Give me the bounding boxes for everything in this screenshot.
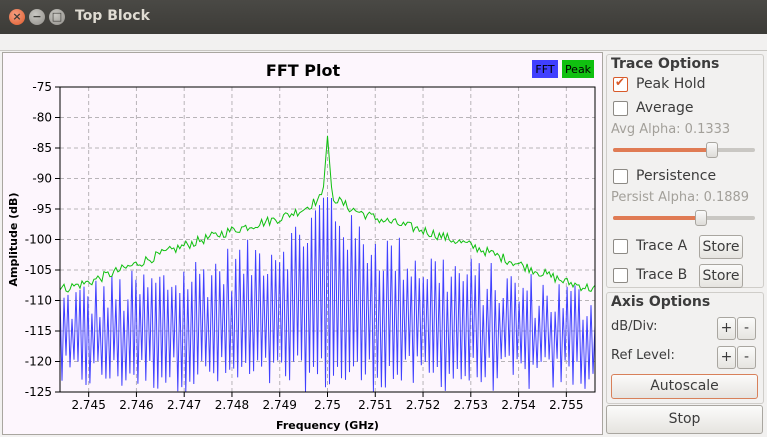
legend-fft-swatch [532,60,558,78]
persist-alpha-slider[interactable] [613,210,755,226]
average-checkbox[interactable]: Average [613,100,694,116]
y-tick-label: -110 [25,294,52,308]
minimize-icon[interactable]: − [29,9,45,25]
maximize-icon[interactable]: □ [49,9,65,25]
avg-alpha-label: Avg Alpha: 0.1333 [611,122,731,137]
store-trace-b-button[interactable]: Store [699,264,743,288]
x-tick-label: 2.745 [71,398,105,412]
persist-alpha-label: Persist Alpha: 0.1889 [611,190,750,205]
x-tick-label: 2.749 [263,398,297,412]
legend-peak-swatch [562,60,594,78]
slider-handle[interactable] [695,210,708,226]
y-tick-label: -100 [25,233,52,247]
ref-level-plus-button[interactable]: + [717,346,736,369]
autoscale-button[interactable]: Autoscale [611,374,758,399]
y-tick-label: -90 [32,172,52,186]
checkbox-icon[interactable] [613,267,628,283]
y-tick-label: -95 [32,202,52,216]
slider-handle[interactable] [706,142,719,158]
peak-hold-label: Peak Hold [636,76,706,92]
y-tick-label: -115 [25,324,52,338]
x-tick-label: 2.752 [406,398,440,412]
y-axis-label: Amplitude (dB) [7,193,20,287]
checkbox-icon[interactable] [613,168,628,184]
menu-bar [0,34,767,51]
window-title: Top Block [75,8,150,24]
y-tick-label: -75 [32,80,52,94]
persistence-checkbox[interactable]: Persistence [613,168,716,184]
x-tick-label: 2.747 [167,398,201,412]
trace-a-label: Trace A [636,238,688,254]
y-tick-label: -85 [32,141,52,155]
fft-plot[interactable]: FFT Plot FFT Peak 2.745 2.746 2.747 2.748 2.… [3,53,602,434]
fft-plot-area[interactable]: FFT Plot FFT Peak 2.745 2.746 2.747 2.748 2.… [2,52,603,435]
ref-level-minus-button[interactable]: - [737,346,756,369]
average-label: Average [636,100,694,116]
trace-options-title: Trace Options [611,56,720,72]
x-tick-label: 2.753 [454,398,488,412]
y-tick-label: -105 [25,263,52,277]
axis-options-title: Axis Options [611,294,711,310]
legend-fft-label: FFT [535,63,554,76]
ref-level-label: Ref Level: [611,348,675,363]
trace-b-label: Trace B [636,267,688,283]
x-tick-label: 2.746 [119,398,153,412]
avg-alpha-slider[interactable] [613,142,755,158]
x-tick-label: 2.755 [549,398,583,412]
store-trace-a-button[interactable]: Store [699,235,743,259]
x-tick-label: 2.75 [314,398,341,412]
trace-options-group: Trace Options Peak Hold Average Avg Alph… [606,54,764,288]
trace-a-checkbox[interactable]: Trace A [613,238,687,254]
fft-series-line [59,197,596,392]
legend-peak-label: Peak [565,63,592,76]
db-div-plus-button[interactable]: + [717,317,736,340]
stop-button[interactable]: Stop [606,405,763,434]
checkbox-icon[interactable] [613,100,628,116]
x-tick-label: 2.751 [358,398,392,412]
db-div-minus-button[interactable]: - [737,317,756,340]
x-tick-label: 2.754 [501,398,535,412]
y-tick-label: -80 [32,111,52,125]
plot-title: FFT Plot [266,61,341,80]
checkbox-icon[interactable] [613,238,628,254]
persistence-label: Persistence [636,168,717,184]
db-div-label: dB/Div: [611,319,658,334]
y-tick-label: -120 [25,355,52,369]
close-icon[interactable]: × [9,9,25,25]
trace-b-checkbox[interactable]: Trace B [613,267,687,283]
x-tick-label: 2.748 [215,398,249,412]
y-tick-label: -125 [25,385,52,399]
peak-hold-checkbox[interactable]: Peak Hold [613,75,706,92]
peak-series-line [59,135,596,293]
x-axis-label: Frequency (GHz) [276,419,379,432]
axis-options-group: Axis Options dB/Div: + - Ref Level: + - … [606,292,764,404]
window-titlebar: × − □ Top Block [0,0,767,34]
checkbox-checked-icon[interactable] [613,75,628,92]
